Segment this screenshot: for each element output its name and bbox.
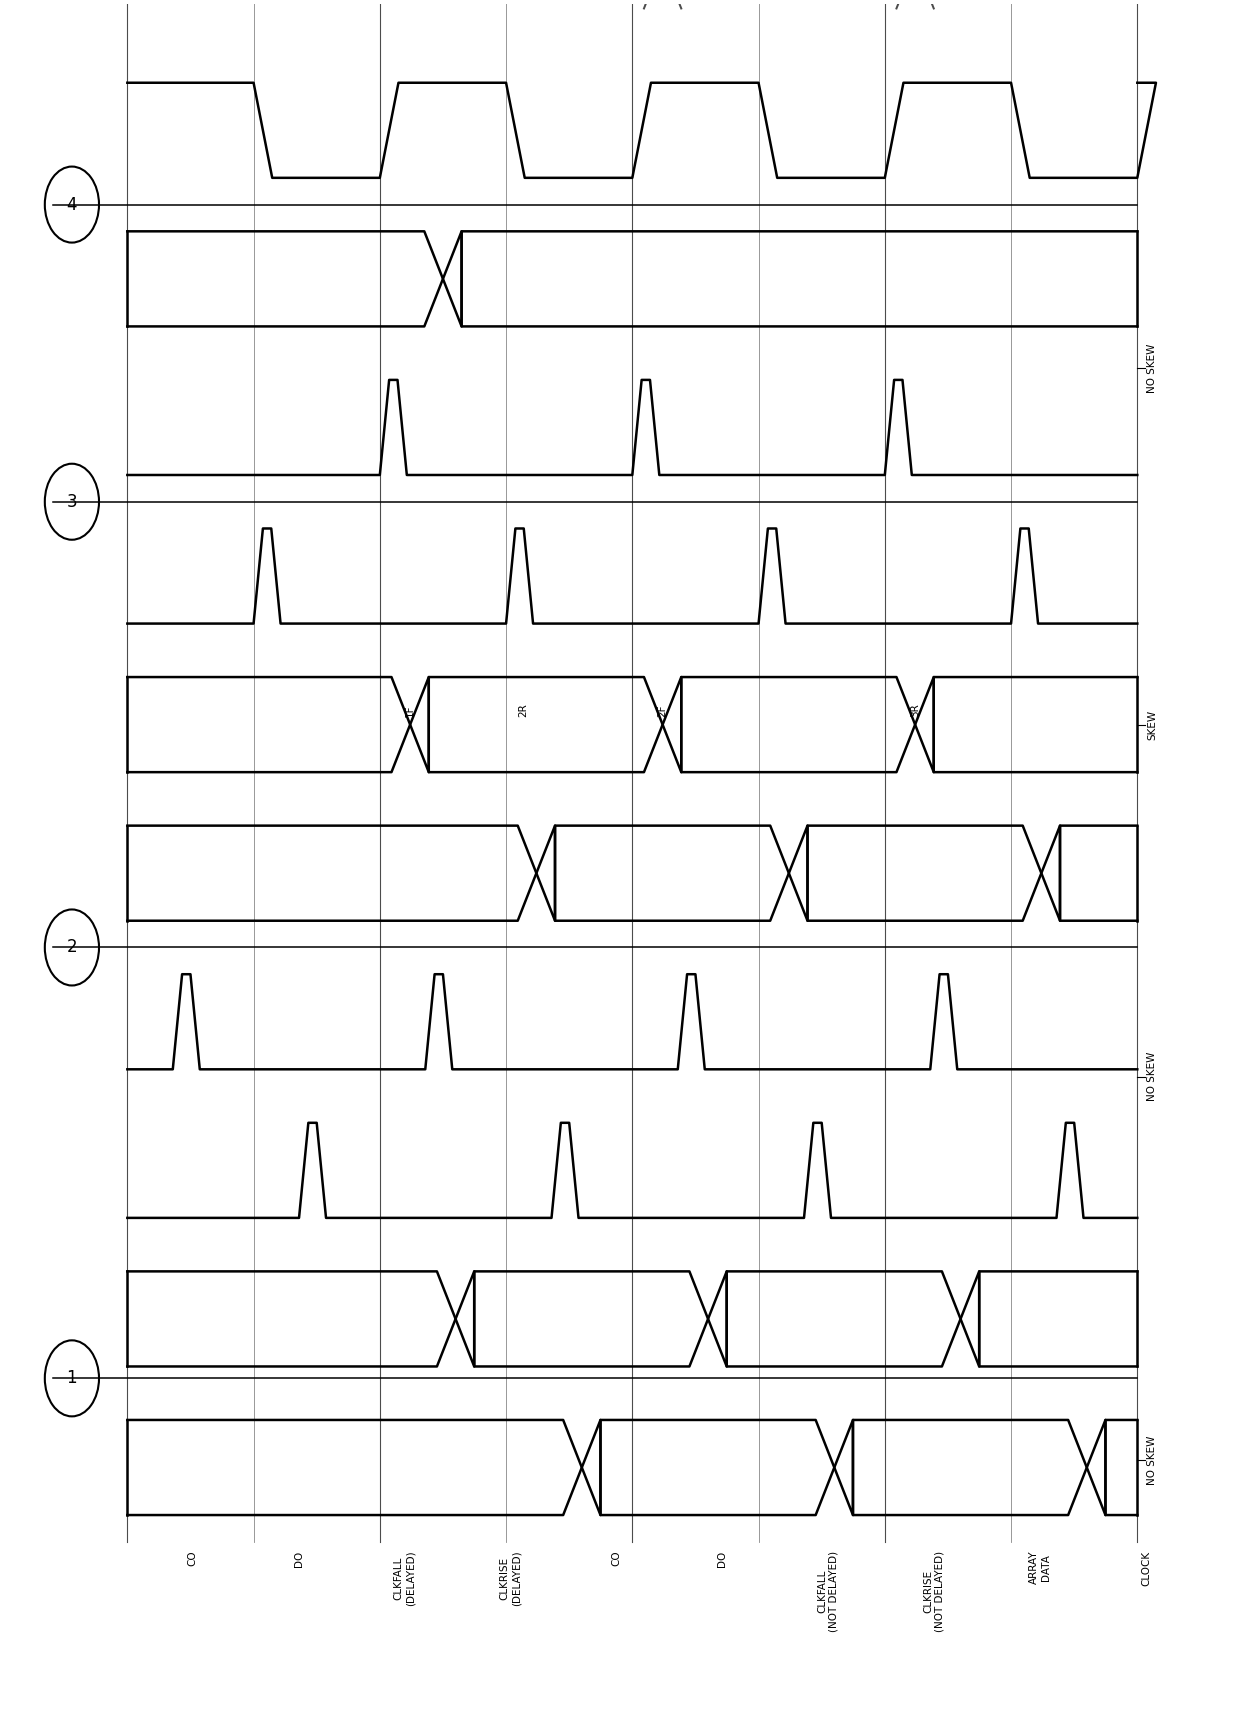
Text: 3R: 3R <box>910 703 920 717</box>
Text: CLKFALL
(NOT DELAYED): CLKFALL (NOT DELAYED) <box>817 1550 839 1632</box>
Text: CLKFALL
(DELAYED): CLKFALL (DELAYED) <box>393 1550 415 1606</box>
Text: 4: 4 <box>67 196 77 214</box>
Text: 3: 3 <box>67 493 77 510</box>
Text: 2F: 2F <box>657 705 667 717</box>
Text: 1F: 1F <box>405 705 415 717</box>
Text: 1: 1 <box>67 1370 77 1387</box>
Text: NO SKEW: NO SKEW <box>1147 1052 1157 1101</box>
Text: ARRAY
DATA: ARRAY DATA <box>1029 1550 1050 1583</box>
Text: DO: DO <box>294 1550 304 1566</box>
Text: 2R: 2R <box>518 703 528 717</box>
Text: CLKRISE
(DELAYED): CLKRISE (DELAYED) <box>500 1550 521 1606</box>
Text: CLKRISE
(NOT DELAYED): CLKRISE (NOT DELAYED) <box>924 1550 945 1632</box>
Text: CO: CO <box>187 1550 197 1566</box>
Text: DO: DO <box>717 1550 727 1566</box>
Text: NO SKEW: NO SKEW <box>1147 344 1157 392</box>
Text: SKEW: SKEW <box>1147 710 1157 740</box>
Text: CO: CO <box>611 1550 621 1566</box>
Text: CLOCK: CLOCK <box>1141 1550 1151 1585</box>
Text: NO SKEW: NO SKEW <box>1147 1436 1157 1484</box>
Text: 2: 2 <box>67 939 77 957</box>
